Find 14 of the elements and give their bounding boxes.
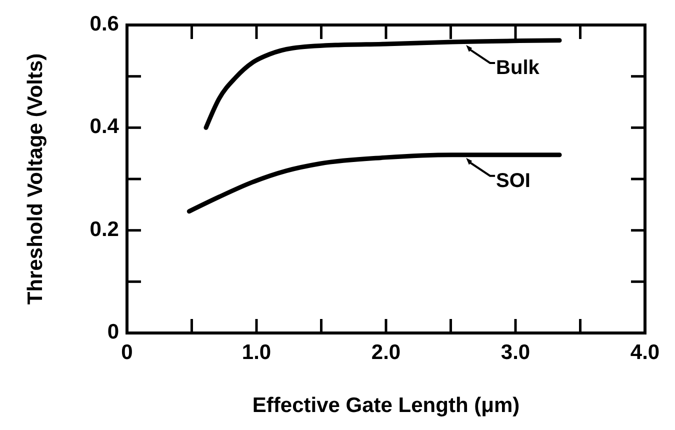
x-tick-label: 2.0 [371, 341, 401, 364]
legend-label: Bulk [496, 57, 540, 80]
y-tick-label: 0 [107, 320, 119, 344]
x-tick-label: 0 [121, 341, 133, 364]
legend-label: SOI [496, 170, 530, 192]
y-tick-label: 0.4 [90, 115, 120, 138]
x-tick-label: 4.0 [630, 341, 660, 364]
x-tick-label: 3.0 [500, 341, 530, 364]
y-tick-label: 0.2 [90, 218, 119, 241]
x-tick-label: 1.0 [242, 341, 272, 364]
y-tick-label: 0.6 [90, 12, 119, 36]
y-axis-title: Threshold Voltage (Volts) [24, 53, 47, 305]
line-series [186, 152, 562, 214]
x-axis-title: Effective Gate Length (μm) [252, 394, 520, 417]
